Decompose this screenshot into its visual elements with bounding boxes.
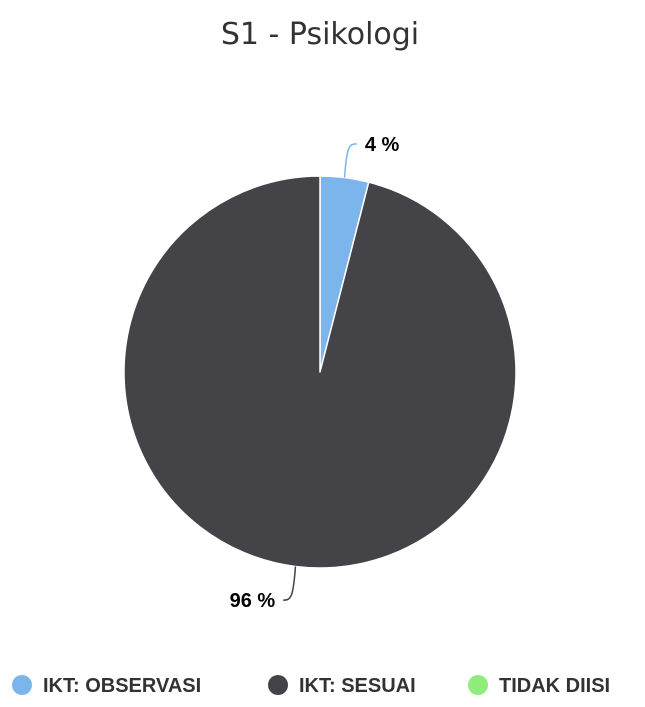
pie-slice-ikt-sesuai[interactable] xyxy=(123,175,517,569)
legend-label-tidak-diisi: TIDAK DIISI xyxy=(499,675,610,697)
connector-ikt-sesuai xyxy=(283,566,297,601)
legend-marker-tidak-diisi xyxy=(468,675,488,695)
legend-item-ikt-observasi[interactable]: IKT: OBSERVASI xyxy=(12,675,201,697)
data-label-ikt-observasi: 4 % xyxy=(365,134,400,156)
legend-label-ikt-observasi: IKT: OBSERVASI xyxy=(43,675,201,697)
pie-slices xyxy=(123,175,517,569)
legend-item-tidak-diisi[interactable]: TIDAK DIISI xyxy=(468,675,610,697)
legend-marker-ikt-observasi xyxy=(12,675,32,695)
legend-marker-ikt-sesuai xyxy=(268,675,288,695)
connector-ikt-observasi xyxy=(343,143,357,178)
legend-label-ikt-sesuai: IKT: SESUAI xyxy=(299,675,416,697)
data-labels: 4 % 96 % xyxy=(230,134,400,612)
legend-item-ikt-sesuai[interactable]: IKT: SESUAI xyxy=(268,675,416,697)
data-label-ikt-sesuai: 96 % xyxy=(230,590,276,612)
legend: IKT: OBSERVASI IKT: SESUAI TIDAK DIISI xyxy=(12,675,610,697)
chart-title: S1 - Psikologi xyxy=(221,17,419,52)
